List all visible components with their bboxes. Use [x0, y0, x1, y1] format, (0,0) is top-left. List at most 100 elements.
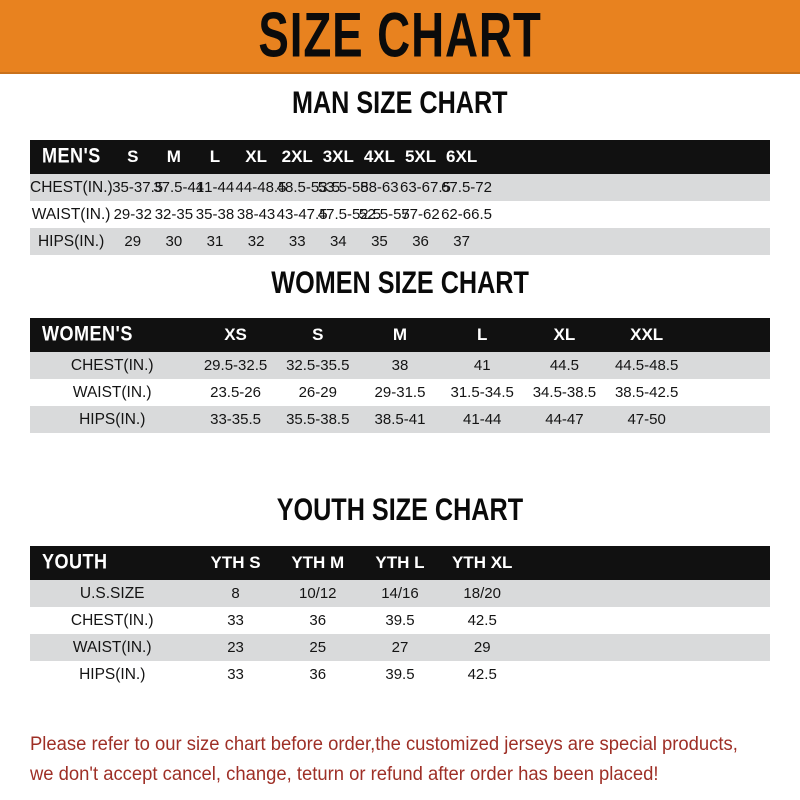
table-men-row-filler [482, 174, 770, 201]
section-title-man: MAN SIZE CHART [0, 86, 800, 120]
section-title-women: WOMEN SIZE CHART [0, 265, 800, 300]
table-cell: 33 [194, 607, 277, 634]
table-youth-header-row: YOUTH YTH S YTH M YTH L YTH XL [30, 546, 770, 580]
table-cell: 44.5 [523, 352, 606, 379]
table-youth-column-header: YTH XL [451, 553, 513, 572]
table-youth-column-header: YTH M [291, 553, 345, 572]
table-row: WAIST(IN.) 23 25 27 29 [30, 634, 770, 661]
table-men-row-label: WAIST(IN.) [30, 201, 113, 228]
table-women-corner-label: WOMEN'S [30, 318, 194, 352]
table-cell: 25 [276, 634, 359, 661]
table-women-row-filler [687, 352, 770, 379]
table-cell: 31.5-34.5 [441, 379, 524, 406]
table-cell: 48.5-53.5 [276, 174, 340, 201]
table-cell: 32-35 [153, 201, 195, 228]
table-cell: 32 [235, 228, 277, 255]
table-men-body: MEN'S S M L XL 2XL 3XL 4XL 5XL 6XL CHEST(IN.) 35-37… [30, 140, 770, 255]
table-cell: 58-63 [358, 174, 400, 201]
table-cell: 29-32 [112, 201, 154, 228]
table-youth-row-label: HIPS(IN.) [30, 661, 195, 688]
table-cell: 29.5-32.5 [194, 352, 277, 379]
table-cell: 8 [194, 580, 277, 607]
table-cell: 33 [194, 661, 277, 688]
table-row: WAIST(IN.) 23.5-26 26-29 29-31.5 31.5-34.5 34… [30, 379, 770, 406]
table-youth-body: YOUTH YTH S YTH M YTH L YTH XL U.S.SIZE 8 10/12… [30, 546, 770, 688]
table-youth-row-filler [523, 607, 770, 634]
table-cell: 47-50 [605, 406, 688, 433]
table-women-column-header: M [392, 325, 408, 344]
table-cell: 35 [358, 228, 400, 255]
table-row: U.S.SIZE 8 10/12 14/16 18/20 [30, 580, 770, 607]
table-cell: 37 [441, 228, 483, 255]
table-women-column-header: S [312, 325, 324, 344]
table-cell: 31 [194, 228, 236, 255]
table-men-column-header: 5XL [404, 147, 437, 166]
table-women-column-header: XXL [630, 325, 664, 344]
table-cell: 63-67.5 [399, 174, 451, 201]
table-cell: 23 [194, 634, 277, 661]
table-cell: 35-38 [194, 201, 236, 228]
table-cell: 29 [441, 634, 524, 661]
table-cell: 38 [358, 352, 442, 379]
table-cell: 42.5 [441, 661, 524, 688]
table-men-column-header: L [209, 147, 221, 166]
table-youth-row-label: WAIST(IN.) [30, 634, 195, 661]
table-cell: 37.5-41 [153, 174, 204, 201]
table-cell: 36 [399, 228, 442, 255]
table-cell: 26-29 [276, 379, 359, 406]
table-cell: 27 [358, 634, 442, 661]
table-cell: 30 [153, 228, 195, 255]
table-men-row-filler [482, 201, 770, 228]
table-men: MEN'S S M L XL 2XL 3XL 4XL 5XL 6XL CHEST(IN.) 35-37… [30, 140, 770, 255]
table-youth-header-filler [523, 546, 770, 580]
table-men-corner-label-text: MEN'S [42, 144, 101, 168]
table-cell: 34 [317, 228, 359, 255]
table-cell: 38-43 [235, 201, 277, 228]
table-cell: 42.5 [441, 607, 524, 634]
table-cell: 33-35.5 [194, 406, 277, 433]
table-men-column-header: 2XL [281, 147, 313, 166]
table-cell: 29-31.5 [358, 379, 442, 406]
table-row: CHEST(IN.) 29.5-32.5 32.5-35.5 38 41 44.5 44.5… [30, 352, 770, 379]
table-women-body: WOMEN'S XS S M L XL XXL CHEST(IN.) 29.5-32.5 32.5… [30, 318, 770, 433]
table-youth: YOUTH YTH S YTH M YTH L YTH XL U.S.SIZE 8 10/12… [30, 546, 770, 688]
table-cell: 18/20 [441, 580, 524, 607]
table-men-column-header: XL [245, 147, 267, 166]
table-women-header-row: WOMEN'S XS S M L XL XXL [30, 318, 770, 352]
table-men-column-header: 6XL [446, 147, 478, 166]
table-row: HIPS(IN.) 33 36 39.5 42.5 [30, 661, 770, 688]
table-women: WOMEN'S XS S M L XL XXL CHEST(IN.) 29.5-32.5 32.5… [30, 318, 770, 433]
table-cell: 41-44 [194, 174, 236, 201]
section-title-women-text: WOMEN SIZE CHART [271, 265, 529, 300]
table-cell: 47.5-52.5 [317, 201, 381, 228]
table-women-row-label: WAIST(IN.) [30, 379, 195, 406]
table-women-row-label: HIPS(IN.) [30, 406, 195, 433]
table-row: HIPS(IN.) 29 30 31 32 33 34 35 36 37 [30, 228, 770, 255]
table-cell: 44-47 [523, 406, 606, 433]
table-youth-corner-label-text: YOUTH [42, 550, 108, 574]
table-youth-row-filler [523, 580, 770, 607]
table-women-corner-label-text: WOMEN'S [42, 322, 133, 346]
table-youth-corner-label: YOUTH [30, 546, 194, 580]
table-youth-row-label: U.S.SIZE [30, 580, 195, 607]
table-row: CHEST(IN.) 35-37.5 37.5-41 41-44 44-48.5 48.5… [30, 174, 770, 201]
table-cell: 35-37.5 [112, 174, 163, 201]
table-men-corner-label: MEN'S [30, 140, 112, 174]
table-row: WAIST(IN.) 29-32 32-35 35-38 38-43 43-47.5 47.… [30, 201, 770, 228]
table-men-column-header: 4XL [363, 147, 396, 166]
table-row: CHEST(IN.) 33 36 39.5 42.5 [30, 607, 770, 634]
table-cell: 10/12 [276, 580, 359, 607]
page-title: SIZE CHART [258, 0, 542, 72]
table-cell: 35.5-38.5 [276, 406, 359, 433]
table-cell: 33 [276, 228, 318, 255]
table-women-header-filler [688, 318, 770, 352]
table-youth-column-header: YTH L [375, 553, 425, 572]
table-cell: 29 [112, 228, 154, 255]
table-cell: 53.5-58 [317, 174, 369, 201]
table-cell: 43-47.5 [276, 201, 328, 228]
table-women-column-header: XL [553, 325, 576, 344]
table-cell: 41 [441, 352, 524, 379]
order-policy-note: Please refer to our size chart before or… [30, 730, 780, 790]
table-cell: 38.5-41 [358, 406, 442, 433]
